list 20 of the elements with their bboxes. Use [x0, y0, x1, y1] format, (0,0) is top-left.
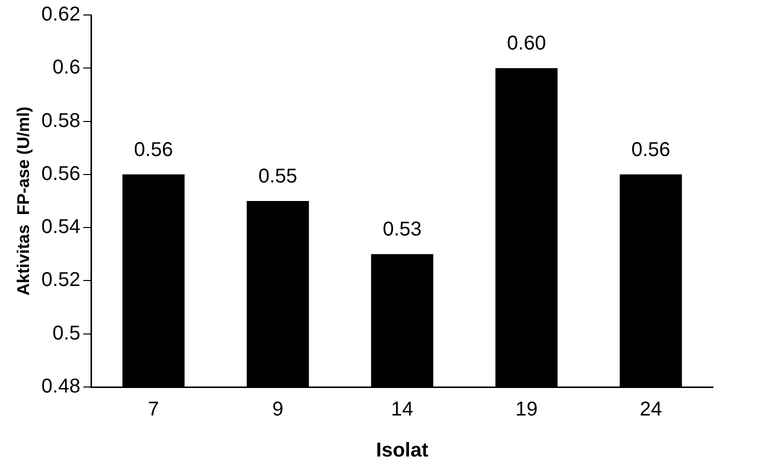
y-tick-label: 0.52	[41, 269, 80, 292]
y-tick-label: 0.54	[41, 216, 80, 238]
y-tick-label: 0.5	[52, 322, 80, 344]
data-label: 0.55	[258, 166, 298, 188]
x-tick-label: 7	[148, 398, 160, 421]
data-label: 0.53	[382, 218, 422, 241]
y-tick-label: 0.58	[41, 110, 80, 132]
y-tick-label: 0.56	[41, 162, 80, 185]
x-tick-label: 19	[515, 398, 538, 421]
x-tick-label: 9	[272, 398, 284, 421]
y-axis-title: Aktivitas FP-ase (U/ml)	[14, 106, 33, 296]
data-label: 0.56	[631, 138, 670, 161]
x-tick-label: 24	[640, 398, 662, 421]
x-tick-label: 14	[391, 398, 414, 421]
data-label: 0.56	[134, 138, 173, 161]
y-tick-label: 0.6	[52, 56, 80, 79]
y-tick-label: 0.48	[41, 376, 80, 398]
y-tick-label: 0.62	[41, 4, 80, 26]
x-axis-title: Isolat	[376, 440, 429, 462]
data-label: 0.60	[507, 32, 546, 55]
